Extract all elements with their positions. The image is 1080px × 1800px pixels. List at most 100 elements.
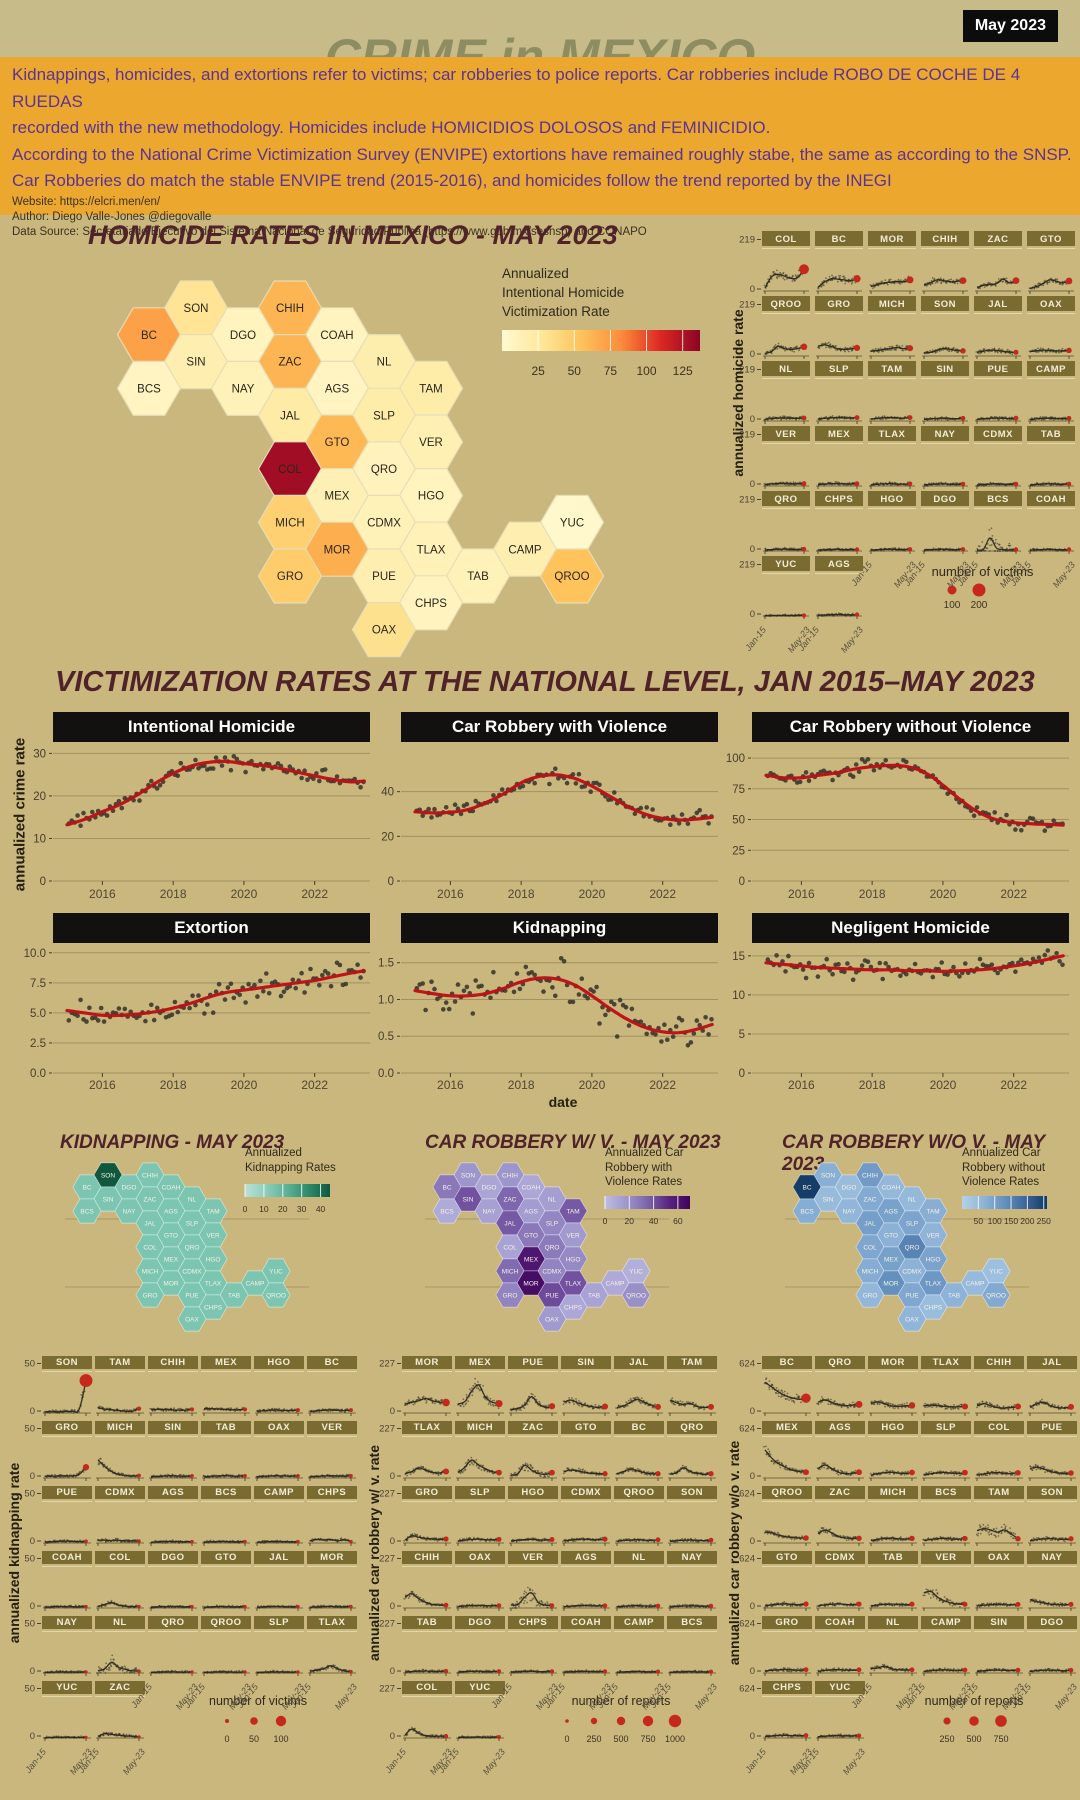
facet-header-VER	[508, 1551, 558, 1564]
facet-header-QROO	[201, 1616, 251, 1629]
facet-header-SON	[1027, 1486, 1077, 1499]
facet-header-TLAX	[868, 426, 916, 441]
facet-header-GRO	[762, 1616, 812, 1629]
national-chart-title: Intentional Homicide	[53, 712, 370, 742]
svg-text:TAM: TAM	[566, 1208, 579, 1215]
svg-text:QROO: QROO	[626, 1292, 646, 1299]
svg-text:GRO: GRO	[55, 1422, 78, 1433]
legend-line: Annualized	[245, 1147, 302, 1159]
facet-header-MICH	[95, 1421, 145, 1434]
facet-header-JAL	[254, 1551, 304, 1564]
facet-header-QRO	[667, 1421, 717, 1434]
svg-text:SLP: SLP	[906, 1220, 918, 1227]
svg-text:MEX: MEX	[884, 1256, 899, 1263]
svg-text:CHIH: CHIH	[160, 1357, 185, 1368]
facet-header-COAH	[561, 1616, 611, 1629]
facet-header-TAB	[1027, 426, 1075, 441]
legend-wo: 50 100 150 200 250	[962, 1196, 1051, 1226]
svg-text:0: 0	[750, 479, 755, 490]
svg-text:219: 219	[739, 495, 755, 506]
svg-text:NL: NL	[377, 357, 392, 369]
facet-header-GTO	[201, 1551, 251, 1564]
svg-text:QROO: QROO	[266, 1292, 286, 1299]
facet-header-OAX	[1027, 296, 1075, 311]
svg-text:HGO: HGO	[566, 1256, 581, 1263]
hex-GRO	[495, 1282, 525, 1308]
svg-text:CHPS: CHPS	[825, 494, 853, 505]
legend-line: Annualized	[502, 266, 569, 281]
national-chart-title: Negligent Homicide	[752, 913, 1069, 943]
svg-text:60: 60	[673, 1216, 683, 1226]
svg-text:COL: COL	[503, 1244, 517, 1251]
robbery-v-size-legend-title: number of reports	[571, 1694, 671, 1708]
hex-BCS	[116, 360, 182, 416]
facet-header-SIN	[974, 1616, 1024, 1629]
svg-text:BCS: BCS	[215, 1487, 237, 1498]
svg-text:CHPS: CHPS	[318, 1487, 346, 1498]
svg-text:AGS: AGS	[524, 1208, 538, 1215]
svg-text:GTO: GTO	[524, 1232, 538, 1239]
facet-header-BCS	[201, 1486, 251, 1499]
facet-header-NL	[762, 361, 810, 376]
svg-text:YUC: YUC	[629, 1268, 643, 1275]
hex-OAX	[537, 1306, 567, 1332]
facet-header-HGO	[254, 1356, 304, 1369]
homicide-section-title: HOMICIDE RATES IN MEXICO - MAY 2023	[88, 220, 618, 250]
svg-text:MOR: MOR	[523, 1280, 538, 1287]
svg-text:SLP: SLP	[829, 364, 849, 375]
robbery-wo-section-title: CAR ROBBERY W/O V. - MAY 2023	[782, 1132, 1045, 1175]
facet-header-TAM	[974, 1486, 1024, 1499]
svg-text:COAH: COAH	[882, 1184, 901, 1191]
svg-text:NAY: NAY	[483, 1208, 497, 1215]
legend-line: Robbery with	[605, 1161, 673, 1174]
svg-text:AGS: AGS	[828, 559, 850, 570]
facet-header-SON	[921, 296, 969, 311]
facet-header-TLAX	[402, 1421, 452, 1434]
facet-header-MEX	[201, 1356, 251, 1369]
svg-text:219: 219	[739, 235, 755, 246]
date-badge: May 2023	[962, 10, 1058, 42]
svg-text:COAH: COAH	[52, 1552, 82, 1563]
svg-text:QROO: QROO	[986, 1292, 1006, 1299]
homicide-legend-title: Annualized Intentional Homicide Victimizat…	[502, 264, 722, 321]
svg-text:GRO: GRO	[863, 1292, 878, 1299]
facet-header-NL	[95, 1616, 145, 1629]
svg-text:CDMX: CDMX	[182, 1268, 202, 1275]
kidnapping-grid: SON 50 0 TAM CHIH MEX HGO BC GRO 50 0 MICH SIN TAB OAX…	[24, 1356, 357, 1742]
hex-OAX	[351, 601, 417, 658]
facet-header-ZAC	[974, 231, 1022, 246]
svg-text:COL: COL	[863, 1244, 877, 1251]
svg-text:0: 0	[750, 414, 755, 425]
facet-header-CHIH	[402, 1551, 452, 1564]
robbery-wo-size-legend: 250 500 750	[939, 1715, 1009, 1744]
svg-text:250: 250	[1037, 1216, 1051, 1226]
svg-text:PUE: PUE	[905, 1292, 919, 1299]
legend-line: Violence Rates	[605, 1176, 683, 1188]
facet-header-YUC	[815, 1681, 865, 1694]
svg-text:SLP: SLP	[373, 410, 395, 422]
facet-header-DGO	[455, 1616, 505, 1629]
svg-text:BC: BC	[325, 1357, 340, 1368]
hex-QROO	[539, 548, 605, 604]
facet-header-JAL	[1027, 1356, 1077, 1369]
svg-text:MICH: MICH	[107, 1422, 133, 1433]
robbery-v-size-legend: 0 250 500 750 1000	[564, 1714, 685, 1744]
svg-text:SON: SON	[934, 299, 956, 310]
legend-line: Violence Rates	[962, 1176, 1040, 1188]
legend-line: Annualized Car	[962, 1147, 1041, 1159]
svg-text:TLAX: TLAX	[417, 544, 446, 556]
svg-text:SLP: SLP	[546, 1220, 558, 1227]
facet-header-VER	[921, 1551, 971, 1564]
facet-header-TLAX	[307, 1616, 357, 1629]
facet-header-MOR	[868, 1356, 918, 1369]
svg-text:0: 0	[750, 609, 755, 620]
svg-text:NAY: NAY	[232, 384, 255, 396]
hex-GRO	[135, 1282, 165, 1308]
facet-header-CAMP	[614, 1616, 664, 1629]
svg-text:NL: NL	[779, 364, 793, 375]
facet-header-HGO	[868, 491, 916, 506]
facet-header-BCS	[921, 1486, 971, 1499]
svg-text:TLAX: TLAX	[879, 429, 906, 440]
svg-text:DGO: DGO	[161, 1552, 184, 1563]
